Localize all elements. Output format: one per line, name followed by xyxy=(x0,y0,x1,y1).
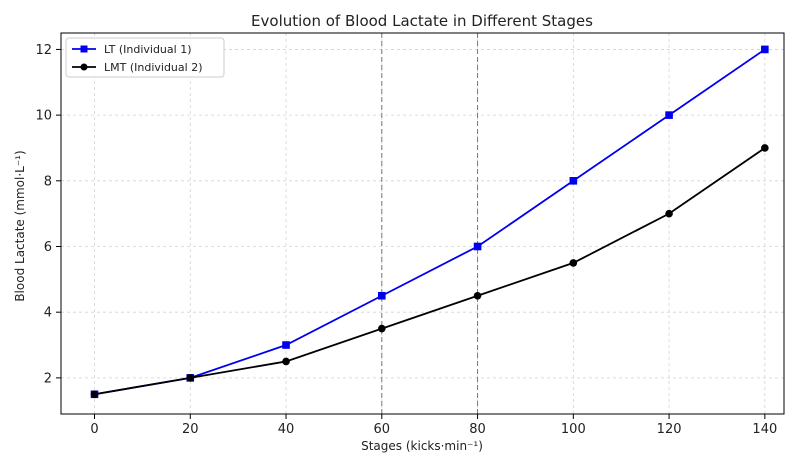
x-tick-label: 120 xyxy=(657,422,682,437)
y-tick-label: 4 xyxy=(44,306,52,321)
x-tick-label: 20 xyxy=(182,422,199,437)
x-tick-label: 100 xyxy=(561,422,586,437)
y-tick-label: 8 xyxy=(44,174,52,189)
data-point xyxy=(665,209,673,218)
y-axis-label: Blood Lactate (mmol·L⁻¹) xyxy=(13,150,27,301)
legend-marker xyxy=(80,63,88,71)
y-ticks: 2 4 6 8 10 12 xyxy=(35,43,61,386)
x-tick-label: 80 xyxy=(469,422,486,437)
series-1 xyxy=(90,45,769,399)
data-point xyxy=(282,357,290,366)
data-point xyxy=(90,390,99,399)
plot-frame xyxy=(60,32,785,415)
data-point xyxy=(473,291,482,300)
data-point xyxy=(378,291,386,300)
grid xyxy=(61,33,784,414)
y-tick-label: 12 xyxy=(35,43,52,58)
series-layer xyxy=(90,45,769,399)
series-line xyxy=(94,147,766,396)
y-tick-label: 10 xyxy=(35,109,52,124)
data-point xyxy=(473,242,482,251)
data-point xyxy=(282,341,290,349)
series-line xyxy=(94,48,766,396)
data-point xyxy=(569,259,578,267)
legend: LT (Individual 1) LMT (Individual 2) xyxy=(65,37,225,78)
y-tick-label: 2 xyxy=(44,371,52,386)
x-tick-label: 0 xyxy=(90,422,98,437)
legend-label: LT (Individual 1) xyxy=(104,43,191,56)
data-point xyxy=(761,144,769,152)
data-point xyxy=(665,111,673,119)
x-tick-label: 60 xyxy=(374,422,391,437)
data-point xyxy=(186,374,195,382)
x-axis-label: Stages (kicks·min⁻¹) xyxy=(361,439,483,453)
x-tick-label: 40 xyxy=(278,422,295,437)
chart-title: Evolution of Blood Lactate in Different … xyxy=(251,12,593,30)
data-point xyxy=(378,324,386,333)
series-2 xyxy=(90,144,769,399)
data-point xyxy=(569,177,578,185)
legend-box xyxy=(65,37,225,78)
legend-entry: LT (Individual 1) xyxy=(72,43,191,56)
legend-entry: LMT (Individual 2) xyxy=(72,61,202,74)
vertical-markers xyxy=(381,33,479,414)
data-point xyxy=(761,45,769,54)
y-tick-label: 6 xyxy=(44,240,52,255)
legend-label: LMT (Individual 2) xyxy=(104,61,202,74)
legend-marker xyxy=(80,45,88,53)
x-ticks: 0 20 40 60 80 100 120 140 xyxy=(90,414,777,437)
x-tick-label: 140 xyxy=(752,422,777,437)
